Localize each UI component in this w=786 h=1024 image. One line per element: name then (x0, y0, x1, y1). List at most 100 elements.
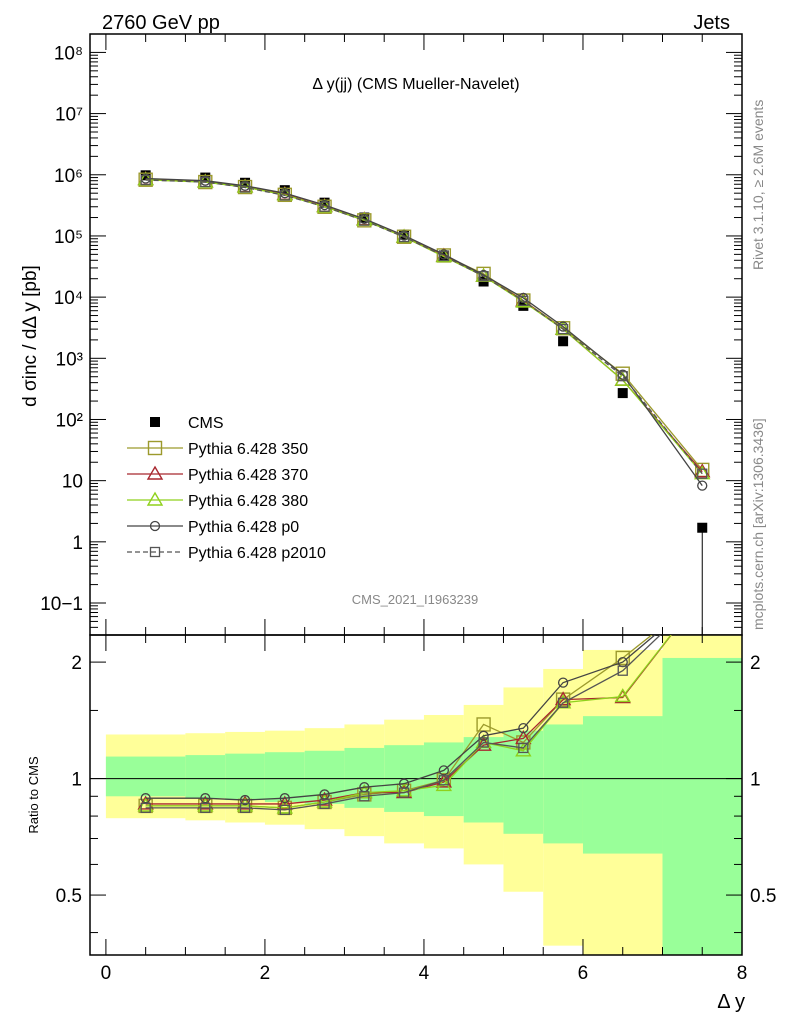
pythia-6-428-380-ratio-point (276, 799, 294, 814)
pythia-6-428-p2010-point (697, 468, 708, 479)
pythia-6-428-350-line (145, 179, 703, 471)
legend-marker-pythia-6-428-p2010 (149, 546, 161, 558)
pythia-6-428-p2010-point (239, 182, 251, 193)
legend-label-pythia-6-428-380: Pythia 6.428 380 (188, 493, 308, 510)
x-tick-label: 2 (260, 963, 271, 984)
pythia-6-428-p2010-ratio-point (518, 742, 529, 754)
legend-label-pythia-6-428-370: Pythia 6.428 370 (188, 467, 308, 484)
ratio-frame (89, 634, 743, 956)
pythia-6-428-p2010-ratio-point (140, 802, 151, 814)
legend-marker-pythia-6-428-p0 (149, 520, 161, 532)
pythia-6-428-370-line (145, 178, 703, 473)
pythia-6-428-380-ratio-point (515, 742, 532, 757)
y-tick-label: 10 (62, 472, 83, 493)
legend-marker-pythia-6-428-370 (146, 465, 164, 480)
legend-label-cms: CMS (188, 415, 224, 432)
ratio-y-tick-label-right: 1 (750, 770, 761, 791)
pythia-6-428-p2010-ratio-point (557, 697, 569, 708)
watermark: CMS_2021_I1963239 (352, 592, 479, 607)
side-label-top: Rivet 3.1.10, ≥ 2.6M events (750, 100, 766, 270)
pythia-6-428-p2010-line (145, 179, 703, 475)
legend-label-pythia-6-428-p0: Pythia 6.428 p0 (188, 519, 299, 536)
x-tick-label: 0 (101, 963, 112, 984)
ratio-y-tick-label-right: 2 (750, 653, 761, 674)
pythia-6-428-p2010-ratio-point (438, 775, 449, 786)
pythia-6-428-p2010-point (518, 295, 529, 306)
legend-marker-cms (150, 417, 160, 427)
ratio-y-axis-label: Ratio to CMS (26, 756, 41, 834)
pythia-6-428-370-ratio-point (276, 795, 294, 810)
x-axis-label: Δ y (717, 991, 745, 1013)
ratio-y-tick-label-right: 0.5 (750, 886, 776, 907)
y-axis-label: d σinc / dΔ y [pb] (20, 265, 41, 407)
pythia-6-428-p2010-point (398, 231, 410, 243)
cms-data-point (399, 229, 410, 240)
pythia-6-428-380-ratio-point (137, 797, 154, 812)
pythia-6-428-p2010-ratio-point (319, 798, 330, 810)
pythia-6-428-p2010-point (200, 176, 211, 188)
pythia-6-428-p0-line (145, 177, 703, 486)
pythia-6-428-p2010-ratio-point (359, 791, 370, 802)
band-inner-bin (225, 753, 265, 801)
legend-label-pythia-6-428-350: Pythia 6.428 350 (188, 441, 308, 458)
pythia-6-428-p0-ratio-point (200, 793, 211, 804)
band-inner-bin (105, 756, 186, 797)
y-tick-label: 10⁴ (54, 288, 83, 309)
pythia-6-428-p2010-point (319, 201, 330, 212)
ratio-y-tick-label: 2 (71, 653, 82, 674)
pythia-6-428-p0-ratio-point (518, 722, 529, 734)
legend: CMS Pythia 6.428 350 Pythia 6.428 370 Pythi… (127, 415, 326, 562)
cms-data-point (359, 212, 370, 223)
side-label-bottom: mcplots.cern.ch [arXiv:1306.3436] (750, 418, 766, 630)
cms-data-point (558, 336, 569, 347)
pythia-6-428-380-ratio-point (197, 797, 214, 812)
pythia-6-428-380-ratio-point (236, 797, 254, 812)
pythia-6-428-p0-ratio-point (438, 765, 449, 776)
main-title: Δ y(jj) (CMS Mueller-Navelet) (312, 76, 519, 93)
pythia-6-428-p0-ratio-point (557, 677, 569, 688)
main-panel: 10−1 1 10 10² 10³ 10⁴ 10⁵ 10⁶ 10⁷ 10⁸ (40, 33, 743, 636)
y-tick-label: 10−1 (40, 594, 83, 615)
cms-data-point (279, 185, 290, 196)
pythia-6-428-380-line (145, 179, 703, 475)
ratio-y-tick-label: 0.5 (56, 886, 82, 907)
pythia-6-428-p2010-point (557, 323, 569, 335)
legend-marker-pythia-6-428-350 (147, 440, 163, 456)
pythia-6-428-p0-ratio-point (279, 793, 290, 804)
pythia-6-428-380-ratio-point (395, 782, 413, 797)
pythia-6-428-380-ratio-point (316, 793, 333, 808)
y-tick-label: 1 (72, 533, 83, 554)
band-inner-bin (463, 737, 504, 823)
x-tick-label: 4 (419, 963, 430, 984)
y-tick-label: 10⁶ (54, 166, 83, 187)
pythia-6-428-p2010-point (359, 215, 370, 226)
x-tick-label: 8 (737, 963, 748, 984)
y-tick-label: 10⁷ (55, 105, 83, 126)
pythia-6-428-p2010-ratio-point (200, 802, 211, 814)
pythia-6-428-p2010-point (279, 190, 290, 201)
band-inner-bin (543, 724, 583, 844)
cms-data-point (697, 522, 708, 533)
y-tick-label: 10² (56, 410, 83, 431)
pythia-6-428-p2010-ratio-point (398, 787, 410, 798)
pythia-6-428-370-ratio-point (475, 736, 492, 751)
pythia-6-428-p2010-ratio-point (617, 665, 628, 676)
cms-data-point (617, 388, 628, 399)
band-inner-bin (185, 755, 226, 799)
pythia-6-428-350-ratio-point (615, 650, 630, 666)
pythia-6-428-380-ratio-point (614, 688, 631, 703)
pythia-6-428-p0-ratio-point (140, 793, 151, 804)
pythia-6-428-p0-point (697, 480, 708, 491)
pythia-6-428-p2010-ratio-point (478, 737, 489, 748)
legend-marker-pythia-6-428-380 (146, 491, 164, 506)
legend-label-pythia-6-428-p2010: Pythia 6.428 p2010 (188, 545, 326, 562)
band-inner-bin (662, 657, 742, 955)
pythia-6-428-370-point (694, 463, 711, 478)
x-tick-label: 6 (578, 963, 589, 984)
ratio-panel: 0 2 4 6 8 0.5 0.5 1 1 2 2 (56, 634, 776, 984)
pythia-6-428-p0-ratio-point (239, 794, 251, 806)
header-left: 2760 GeV pp (102, 12, 220, 34)
pythia-6-428-p2010-point (140, 174, 151, 186)
pythia-6-428-p0-ratio-point (478, 730, 489, 741)
